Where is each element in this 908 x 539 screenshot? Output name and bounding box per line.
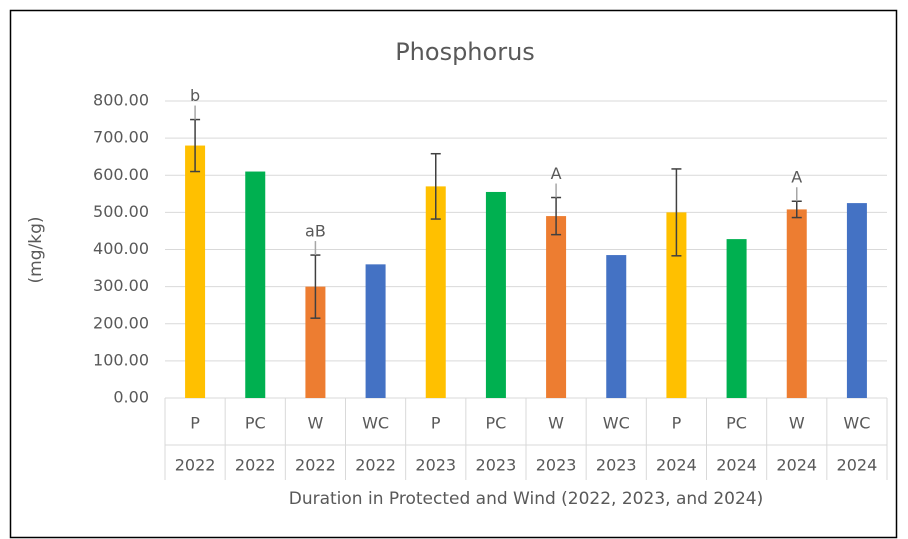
x-tick-label: W <box>548 414 564 433</box>
x-tick-label: PC <box>245 414 266 433</box>
annotation: b <box>190 86 200 105</box>
bar <box>606 255 627 398</box>
x-group-label: 2023 <box>596 456 637 475</box>
x-tick-label: WC <box>362 414 389 433</box>
x-group-label: 2023 <box>476 456 517 475</box>
x-tick-label: P <box>672 414 682 433</box>
annotation: A <box>791 168 802 187</box>
bar <box>846 203 867 398</box>
bar <box>546 216 567 398</box>
x-group-label: 2022 <box>355 456 396 475</box>
annotation: aB <box>305 222 326 241</box>
x-tick-label: P <box>431 414 441 433</box>
x-group-label: 2024 <box>656 456 697 475</box>
bar <box>245 171 266 398</box>
bar <box>425 186 446 398</box>
x-group-label: 2024 <box>716 456 757 475</box>
annotation: A <box>551 164 562 183</box>
bar <box>305 286 326 398</box>
x-tick-label: P <box>190 414 200 433</box>
x-group-label: 2024 <box>837 456 878 475</box>
x-tick-label: W <box>308 414 324 433</box>
x-tick-label: WC <box>843 414 870 433</box>
bar <box>185 145 206 398</box>
bar <box>726 239 747 398</box>
y-tick-label: 100.00 <box>93 350 149 369</box>
bar <box>666 212 687 398</box>
bar <box>786 209 807 398</box>
bar <box>485 191 506 398</box>
y-tick-label: 500.00 <box>93 202 149 221</box>
y-axis-label: (mg/kg) <box>26 217 46 284</box>
chart-border <box>9 9 898 539</box>
x-axis-label: Duration in Protected and Wind (2022, 20… <box>289 489 763 509</box>
y-tick-label: 300.00 <box>93 276 149 295</box>
bar <box>365 264 386 398</box>
x-group-label: 2023 <box>415 456 456 475</box>
y-tick-label: 400.00 <box>93 239 149 258</box>
x-group-label: 2023 <box>536 456 577 475</box>
y-tick-label: 800.00 <box>93 91 149 110</box>
x-group-label: 2022 <box>235 456 276 475</box>
x-tick-label: W <box>789 414 805 433</box>
error-bar <box>430 152 441 220</box>
x-tick-label: WC <box>603 414 630 433</box>
x-tick-label: PC <box>486 414 507 433</box>
y-tick-label: 200.00 <box>93 313 149 332</box>
y-tick-label: 700.00 <box>93 128 149 147</box>
error-bar <box>671 168 682 257</box>
x-group-label: 2022 <box>175 456 216 475</box>
y-tick-label: 600.00 <box>93 165 149 184</box>
y-tick-label: 0.00 <box>113 388 149 407</box>
x-group-label: 2024 <box>776 456 817 475</box>
x-tick-label: PC <box>726 414 747 433</box>
chart-title: Phosphorus <box>395 38 535 66</box>
x-group-label: 2022 <box>295 456 336 475</box>
